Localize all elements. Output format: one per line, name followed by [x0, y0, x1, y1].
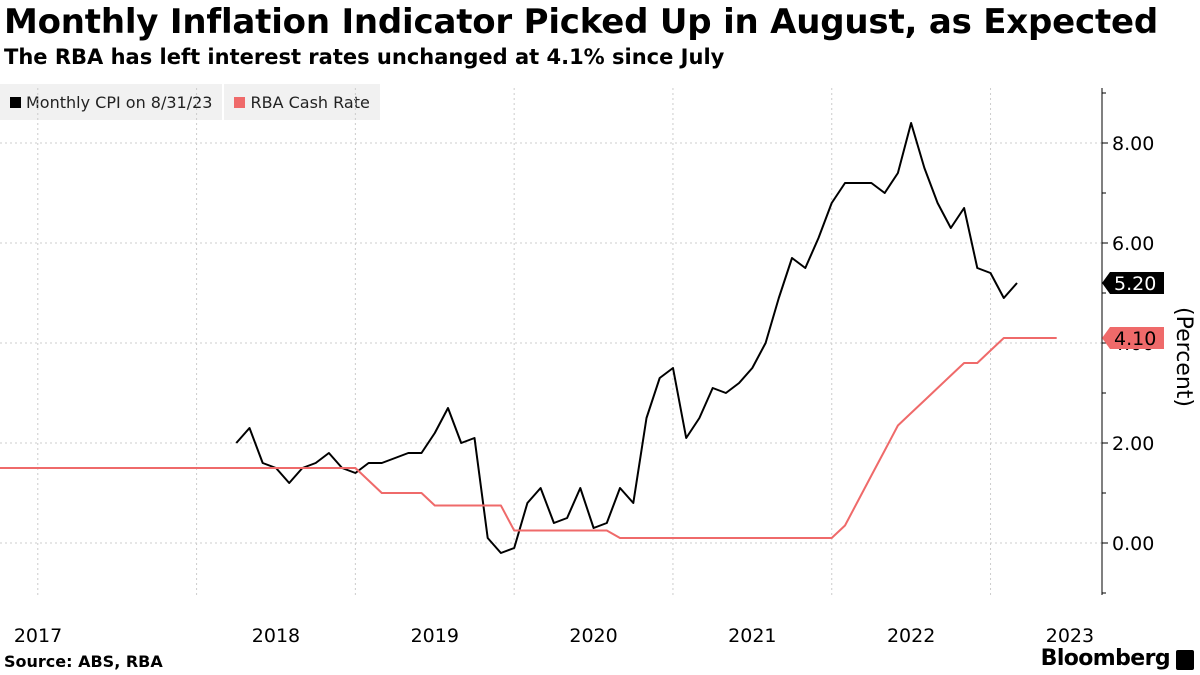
cpi-end-label: 5.20: [1114, 273, 1156, 295]
y-tick-label: 2.00: [1112, 433, 1154, 455]
legend-item-cash-rate: RBA Cash Rate: [224, 84, 380, 120]
x-tick-label: 2017: [14, 625, 62, 647]
cash-rate-end-label-tag: [1102, 327, 1164, 349]
cash-rate-end-label: 4.10: [1114, 328, 1156, 350]
y-tick-label: 0.00: [1112, 533, 1154, 555]
chart-subtitle: The RBA has left interest rates unchange…: [4, 45, 725, 69]
x-tick-label: 2018: [252, 625, 300, 647]
series-layer: [0, 122, 1057, 554]
brand-logo: Bloomberg: [1040, 646, 1171, 671]
y-tick-label: 6.00: [1112, 233, 1154, 255]
cash-rate-line: [0, 337, 1057, 539]
x-tick-label: 2021: [728, 625, 776, 647]
x-tick-label: 2023: [1046, 625, 1094, 647]
x-tick-label: 2022: [887, 625, 935, 647]
cpi-end-label-tag: [1102, 272, 1164, 294]
gridlines: [0, 88, 1102, 595]
legend-swatch-cash-rate: [234, 96, 246, 108]
x-axis: 2017 2018 2019 2020 2021 2022 2023: [14, 625, 1094, 647]
end-labels: 5.20 4.10: [1102, 272, 1164, 350]
legend-label-cpi: Monthly CPI on 8/31/23: [26, 92, 213, 112]
chart-title: Monthly Inflation Indicator Picked Up in…: [4, 2, 1159, 42]
x-tick-label: 2020: [569, 625, 617, 647]
legend-label-cash-rate: RBA Cash Rate: [250, 92, 370, 112]
legend-swatch-cpi: [10, 96, 21, 108]
terminal-icon: [1176, 650, 1194, 670]
legend-item-cpi: Monthly CPI on 8/31/23: [0, 84, 223, 120]
x-tick-label: 2019: [411, 625, 459, 647]
cpi-line: [235, 122, 1018, 554]
y-tick-label: 8.00: [1112, 133, 1154, 155]
source-note: Source: ABS, RBA: [4, 652, 163, 671]
legend: Monthly CPI on 8/31/23 RBA Cash Rate: [0, 84, 382, 120]
y-axis-label: (Percent): [1171, 307, 1196, 407]
